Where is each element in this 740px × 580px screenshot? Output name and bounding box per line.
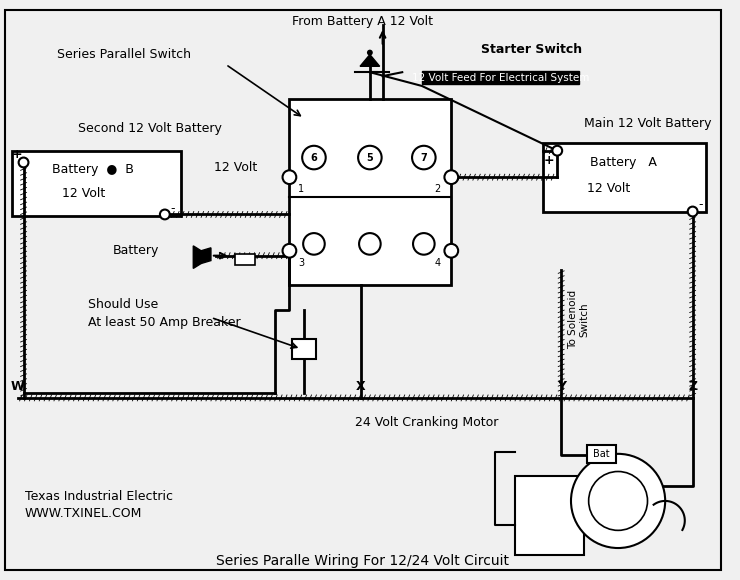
Text: Series Parallel Switch: Series Parallel Switch	[57, 48, 192, 61]
Text: Second 12 Volt Battery: Second 12 Volt Battery	[78, 122, 222, 135]
Text: 5: 5	[366, 153, 373, 162]
Bar	[235, 253, 255, 266]
Text: To Solenoid
Switch: To Solenoid Switch	[568, 290, 590, 349]
Text: +: +	[11, 148, 22, 161]
Text: 12 Volt: 12 Volt	[587, 183, 630, 195]
Text: Texas Industrial Electric: Texas Industrial Electric	[24, 490, 172, 502]
Bar	[422, 71, 579, 84]
Text: Bat: Bat	[593, 449, 610, 459]
Circle shape	[283, 171, 296, 184]
Circle shape	[413, 233, 434, 255]
Text: WWW.TXINEL.COM: WWW.TXINEL.COM	[24, 507, 142, 520]
Text: 12 Volt Feed For Electrical System: 12 Volt Feed For Electrical System	[411, 73, 589, 83]
Bar	[292, 339, 316, 358]
Text: -: -	[699, 198, 703, 211]
Circle shape	[160, 209, 169, 219]
Circle shape	[588, 472, 648, 530]
Polygon shape	[360, 55, 380, 66]
Text: +: +	[544, 154, 555, 167]
Text: At least 50 Amp Breaker: At least 50 Amp Breaker	[88, 316, 241, 329]
Text: 12 Volt: 12 Volt	[214, 161, 257, 174]
Circle shape	[303, 233, 325, 255]
Text: 3: 3	[298, 258, 304, 267]
Circle shape	[571, 454, 665, 548]
Text: Series Paralle Wiring For 12/24 Volt Circuit: Series Paralle Wiring For 12/24 Volt Cir…	[217, 554, 510, 568]
Circle shape	[367, 50, 373, 56]
Text: 12 Volt: 12 Volt	[61, 187, 105, 200]
Polygon shape	[193, 246, 201, 269]
Text: 7: 7	[420, 153, 427, 162]
Circle shape	[445, 244, 458, 258]
Circle shape	[358, 146, 382, 169]
Text: X: X	[356, 380, 366, 393]
Text: Starter Switch: Starter Switch	[481, 43, 582, 56]
Text: 2: 2	[434, 184, 441, 194]
Circle shape	[552, 146, 562, 155]
Text: Battery: Battery	[112, 244, 159, 258]
Polygon shape	[201, 248, 211, 263]
Text: 1: 1	[298, 184, 304, 194]
Circle shape	[687, 206, 698, 216]
Text: 6: 6	[311, 153, 317, 162]
Text: Battery  ●  B: Battery ● B	[53, 163, 134, 176]
Text: Y: Y	[556, 380, 565, 393]
Text: 4: 4	[434, 258, 440, 267]
Circle shape	[302, 146, 326, 169]
Bar	[542, 143, 707, 212]
Circle shape	[412, 146, 436, 169]
Text: From Battery A 12 Volt: From Battery A 12 Volt	[292, 15, 434, 28]
Bar	[587, 445, 616, 463]
Text: 24 Volt Cranking Motor: 24 Volt Cranking Motor	[355, 416, 499, 429]
Bar	[515, 476, 584, 555]
Bar	[12, 151, 181, 216]
Text: -: -	[170, 202, 175, 215]
Bar	[289, 99, 451, 285]
Circle shape	[445, 171, 458, 184]
Circle shape	[18, 158, 28, 168]
Text: Z: Z	[688, 380, 697, 393]
Circle shape	[359, 233, 380, 255]
Text: Main 12 Volt Battery: Main 12 Volt Battery	[584, 117, 711, 130]
Text: Should Use: Should Use	[88, 298, 158, 311]
Circle shape	[283, 244, 296, 258]
Text: W: W	[11, 380, 24, 393]
Text: Battery   A: Battery A	[590, 156, 656, 169]
